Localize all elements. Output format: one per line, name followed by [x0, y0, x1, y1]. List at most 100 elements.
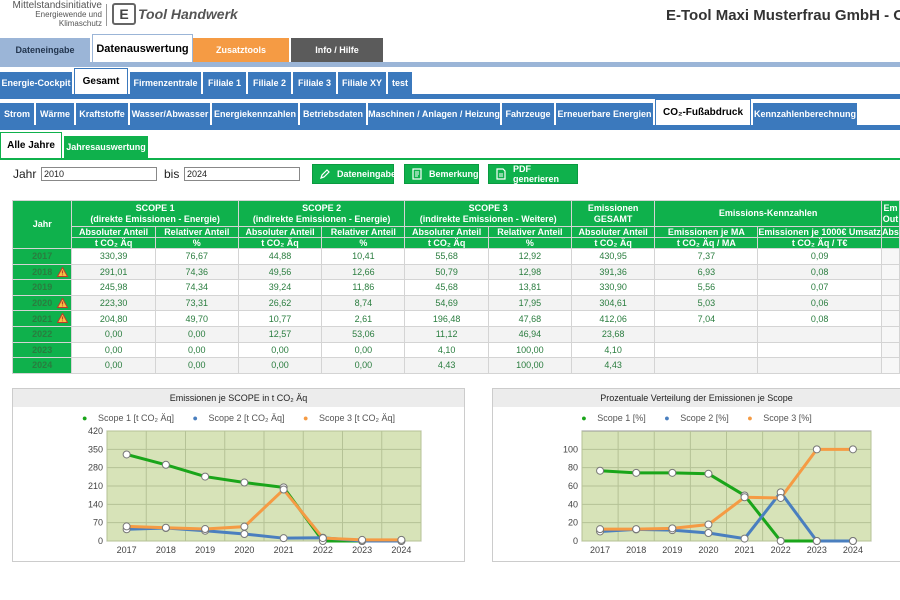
- tab-filiale-2[interactable]: Filiale 2: [248, 72, 291, 94]
- cell-s2r: 0,00: [321, 357, 406, 374]
- row-year: 2024: [11, 357, 73, 374]
- bis-label: bis: [164, 167, 180, 181]
- x-tick-label: 2019: [662, 545, 682, 555]
- scope1-subtitle: (direkte Emissionen - Energie): [90, 213, 220, 224]
- col-year-header: Jahr: [11, 200, 73, 249]
- legend-item-scope2-pct[interactable]: ● Scope 2 [%]: [664, 413, 729, 423]
- tab-waerme[interactable]: Wärme: [36, 103, 74, 125]
- tab-co2-fussabdruck[interactable]: CO₂-Fußabdruck: [655, 99, 751, 125]
- data-point-scope3: [201, 525, 210, 534]
- tab-zusatztools[interactable]: Zusatztools: [193, 38, 291, 62]
- tab-energiekennzahlen[interactable]: Energiekennzahlen: [212, 103, 298, 125]
- tab-info-hilfe[interactable]: Info / Hilfe: [291, 38, 385, 62]
- brand-line3: Klimaschutz: [58, 19, 102, 28]
- scope3-header: SCOPE 3 (indirekte Emissionen - Weitere): [404, 200, 572, 227]
- warning-icon[interactable]: [57, 313, 69, 324]
- cell-tot: 430,95: [570, 248, 656, 265]
- year-to-input[interactable]: 2024: [184, 167, 300, 181]
- cell-s1r: 0,00: [154, 325, 239, 343]
- cell-s3r: 47,68: [487, 310, 572, 327]
- sub-tabs-bar: [0, 158, 900, 160]
- tab-datenauswertung[interactable]: Datenauswertung: [92, 34, 193, 62]
- cell-s3r: 17,95: [487, 294, 572, 312]
- tab-dateneingabe[interactable]: Dateneingabe: [0, 38, 92, 62]
- legend-item-scope2[interactable]: ● Scope 2 [t CO₂ Äq]: [192, 413, 285, 423]
- x-tick-label: 2017: [590, 545, 610, 555]
- cell-extra: [880, 279, 900, 296]
- tab-erneuerbare-energien[interactable]: Erneuerbare Energien: [556, 103, 653, 125]
- pdf-generieren-button[interactable]: PDF generieren: [488, 164, 578, 184]
- tab-gesamt[interactable]: Gesamt: [74, 68, 128, 94]
- warning-icon[interactable]: [57, 266, 69, 277]
- tab-betriebsdaten[interactable]: Betriebsdaten: [300, 103, 366, 125]
- legend-item-scope3-pct[interactable]: ● Scope 3 [%]: [747, 413, 812, 423]
- tab-maschinen-anlagen-heizung[interactable]: Maschinen / Anlagen / Heizung: [368, 103, 500, 125]
- cell-s2r: 12,66: [321, 263, 406, 281]
- cell-s2r: 10,41: [321, 248, 406, 265]
- bemerkung-button[interactable]: Bemerkung: [404, 164, 479, 184]
- legend-label-scope3: Scope 3 [t CO₂ Äq]: [318, 413, 395, 423]
- year-filter: Jahr 2010 bis 2024 Dateneingabe Bemerkun…: [0, 164, 900, 184]
- data-point-scope2: [812, 537, 821, 545]
- data-point-scope3: [740, 493, 749, 502]
- cell-s2a: 10,77: [237, 310, 323, 327]
- company-name: E-Tool Maxi Musterfrau GmbH - Oryx: [666, 7, 900, 24]
- x-tick-label: 2023: [807, 545, 827, 555]
- tab-test[interactable]: test: [388, 72, 412, 94]
- tab-filiale-xy[interactable]: Filiale XY: [338, 72, 386, 94]
- scope2-abs-header: Absoluter Anteil: [237, 226, 323, 238]
- tab-energie-cockpit[interactable]: Energie-Cockpit: [0, 72, 72, 94]
- scope1-rel-header: Relativer Anteil: [154, 226, 239, 238]
- cell-tot: 330,90: [570, 279, 656, 296]
- tab-alle-jahre[interactable]: Alle Jahre: [0, 132, 62, 158]
- warning-icon[interactable]: [57, 297, 69, 308]
- main-tabs: Dateneingabe Datenauswertung Zusatztools…: [0, 34, 385, 62]
- data-point-scope3: [776, 493, 785, 502]
- tab-fahrzeuge[interactable]: Fahrzeuge: [502, 103, 554, 125]
- dateneingabe-button[interactable]: Dateneingabe: [312, 164, 396, 184]
- tab-kennzahlenberechnung[interactable]: Kennzahlenberechnung: [753, 103, 857, 125]
- cell-s3a: 54,69: [404, 294, 489, 312]
- tab-filiale-3[interactable]: Filiale 3: [293, 72, 336, 94]
- chart-absolute-svg: 0 70 140 210 280 350 420 2017 2018 2019 2020 2021 20…: [88, 426, 422, 555]
- kpi-ma-header: Emissionen je MA: [654, 226, 759, 238]
- legend-label-scope2-pct: Scope 2 [%]: [680, 413, 729, 423]
- data-point-scope2: [740, 534, 749, 543]
- location-tabs-bar: [0, 94, 900, 99]
- chart-percent-svg: 0 20 40 60 80 100 2017 2018 2019 2020 2021 2022 2023…: [563, 430, 872, 555]
- cell-s1r: 74,36: [154, 263, 239, 281]
- cell-extra: [880, 325, 900, 343]
- tab-kraftstoffe[interactable]: Kraftstoffe: [76, 103, 128, 125]
- year-from-input[interactable]: 2010: [41, 167, 157, 181]
- cell-ma: [654, 357, 759, 374]
- tab-wasser-abwasser[interactable]: Wasser/Abwasser: [130, 103, 210, 125]
- table-row: 2020 223,30 73,31 26,62 8,74 54,69 17,95 304,61…: [11, 294, 900, 312]
- tab-jahresauswertung[interactable]: Jahresauswertung: [64, 136, 148, 158]
- legend-item-scope1-pct[interactable]: ● Scope 1 [%]: [581, 413, 646, 423]
- x-tick-label: 2020: [698, 545, 718, 555]
- cell-s3r: 46,94: [487, 325, 572, 343]
- data-point-scope2: [848, 537, 857, 545]
- x-tick-label: 2020: [234, 545, 254, 555]
- cell-tot: 304,61: [570, 294, 656, 312]
- tab-strom[interactable]: Strom: [0, 103, 34, 125]
- cell-s2a: 0,00: [237, 357, 323, 374]
- cell-ums: [757, 357, 882, 374]
- tab-filiale-1[interactable]: Filiale 1: [203, 72, 246, 94]
- table-row: 2018 291,01 74,36 49,56 12,66 50,79 12,98 391,3…: [11, 263, 900, 281]
- data-point-scope3: [704, 520, 713, 529]
- table-row: 2023 0,00 0,00 0,00 0,00 4,10 100,00 4,10: [11, 341, 900, 359]
- cell-ums: 0,06: [757, 294, 882, 312]
- y-tick-label: 210: [88, 481, 103, 491]
- sub-tabs: Alle Jahre Jahresauswertung: [0, 132, 150, 158]
- data-point-scope3: [668, 524, 677, 533]
- legend-item-scope1[interactable]: ● Scope 1 [t CO₂ Äq]: [82, 413, 174, 423]
- table-row: 2019 245,98 74,34 39,24 11,86 45,68 13,81 330,9…: [11, 279, 900, 296]
- legend-item-scope3[interactable]: ● Scope 3 [t CO₂ Äq]: [303, 413, 395, 423]
- scope2-rel-header: Relativer Anteil: [321, 226, 406, 238]
- tab-firmenzentrale[interactable]: Firmenzentrale: [130, 72, 201, 94]
- y-tick-label: 40: [568, 499, 578, 509]
- cell-s2a: 39,24: [237, 279, 323, 296]
- cell-ums: [757, 325, 882, 343]
- chart-title-absolute: Emissionen je SCOPE in t CO₂ Äq: [13, 389, 464, 407]
